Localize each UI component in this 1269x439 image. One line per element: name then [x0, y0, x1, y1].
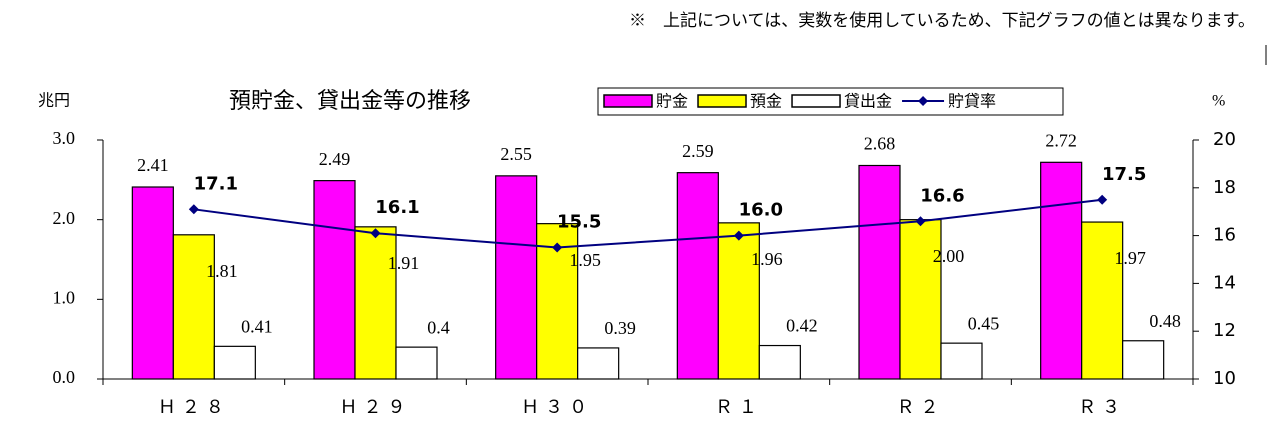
note: ※ 上記については、実数を使用しているため、下記グラフの値とは異なります。 [629, 10, 1255, 30]
x-tick-label: Ｈ２９ [340, 397, 412, 417]
y2-tick-label: 18 [1213, 177, 1236, 198]
x-tick-label: Ｈ３０ [521, 397, 593, 417]
data-label: 0.48 [1149, 311, 1181, 331]
x-tick-label: Ｈ２８ [158, 397, 230, 417]
bar [172, 234, 215, 380]
bar [131, 186, 174, 380]
legend-swatch [603, 94, 653, 108]
x-tick-label: Ｒ２ [897, 397, 945, 417]
y2-axis-unit: % [1212, 93, 1225, 110]
data-label: 17.1 [194, 173, 238, 194]
data-label: 16.1 [375, 197, 419, 218]
bar [213, 345, 256, 380]
y-tick-label: 2.0 [53, 208, 76, 228]
legend-label: 貸出金 [844, 92, 892, 111]
legend-swatch [697, 94, 747, 108]
legend-swatch [791, 94, 841, 108]
y2-tick-label: 16 [1213, 225, 1236, 246]
marker [1097, 194, 1108, 205]
marker [733, 230, 744, 241]
data-label: 2.72 [1045, 130, 1077, 150]
bar [758, 344, 801, 380]
y-tick-label: 3.0 [53, 128, 76, 148]
y2-tick-label: 10 [1213, 368, 1236, 389]
marker [188, 204, 199, 215]
y-tick-label: 1.0 [53, 287, 76, 307]
bar [313, 180, 356, 380]
line [193, 198, 1103, 249]
data-label: 2.68 [864, 134, 896, 154]
bar [354, 226, 397, 380]
marker [552, 242, 563, 253]
y-tick-label: 0.0 [53, 367, 76, 387]
bar [577, 347, 620, 380]
legend-label: 貯金 [656, 92, 688, 111]
x-tick-label: Ｒ１ [715, 397, 763, 417]
bar [717, 222, 760, 380]
legend-swatch [918, 96, 929, 106]
data-label: 16.0 [739, 200, 783, 221]
bar [676, 172, 719, 380]
data-label: 1.97 [1114, 248, 1146, 268]
bar [858, 164, 901, 380]
data-label: 1.91 [388, 253, 420, 273]
y2-tick-label: 14 [1213, 272, 1236, 293]
bar [1122, 340, 1165, 380]
data-label: 1.81 [206, 261, 238, 281]
data-label: 2.49 [319, 149, 351, 169]
y2-tick-label: 12 [1213, 320, 1236, 341]
x-tick-label: Ｒ３ [1078, 397, 1126, 417]
data-label: 1.96 [751, 249, 783, 269]
bar [495, 175, 538, 380]
data-label: 16.6 [920, 185, 964, 206]
bar [940, 342, 983, 380]
chart-title: 預貯金、貸出金等の推移 [229, 88, 471, 113]
bar [1081, 221, 1124, 380]
bar [899, 219, 942, 380]
data-label: 0.45 [968, 313, 1000, 333]
data-label: 0.41 [241, 316, 273, 336]
marker [915, 216, 926, 227]
marker [370, 228, 381, 239]
data-label: 2.59 [682, 141, 714, 161]
data-label: 0.39 [604, 318, 636, 338]
y2-tick-label: 20 [1213, 129, 1236, 150]
data-label: 0.4 [427, 317, 450, 337]
data-label: 15.5 [557, 212, 601, 233]
legend-label: 貯貸率 [948, 92, 996, 111]
bar [1040, 161, 1083, 380]
y-axis-unit: 兆円 [38, 92, 70, 110]
data-label: 17.5 [1102, 164, 1146, 185]
data-label: 2.55 [500, 144, 532, 164]
data-label: 1.95 [569, 250, 601, 270]
data-label: 2.41 [137, 155, 169, 175]
legend-label: 預金 [750, 92, 782, 111]
data-label: 0.42 [786, 316, 818, 336]
data-label: 2.00 [933, 246, 965, 266]
bar [395, 346, 438, 380]
